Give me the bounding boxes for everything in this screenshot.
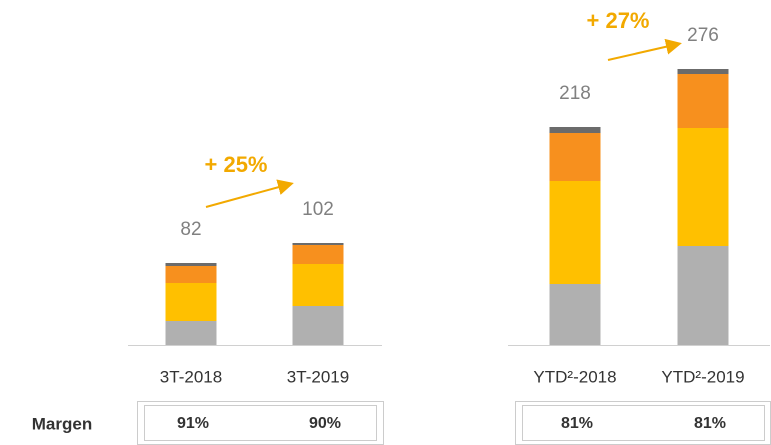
margin-label: Margen (32, 414, 92, 433)
x-tick-label: YTD²-2019 (661, 367, 744, 386)
annotation: + 25% (205, 152, 268, 177)
x-tick-label: 3T-2019 (287, 367, 349, 386)
bar-segment (677, 74, 729, 128)
annotation: + 27% (587, 8, 650, 33)
x-tick-label: 3T-2018 (160, 367, 222, 386)
margin-box (522, 405, 765, 441)
total-label: 82 (180, 219, 201, 240)
margin-value: 90% (309, 415, 341, 432)
total-label: 102 (302, 199, 334, 220)
bar-segment (549, 133, 601, 181)
margin-value: 81% (561, 415, 593, 432)
bar-segment (549, 181, 601, 284)
bar-segment (677, 69, 729, 74)
margin-box (144, 405, 377, 441)
bar-segment (677, 128, 729, 246)
x-tick-label: YTD²-2018 (533, 367, 616, 386)
margin-box (515, 401, 771, 445)
total-label: 218 (559, 83, 591, 104)
bar-segment (292, 264, 344, 306)
growth-arrow (607, 38, 682, 61)
bar-segment (165, 263, 217, 266)
bar-segment (292, 306, 344, 345)
bar-segment (165, 266, 217, 283)
bar-segment (292, 245, 344, 264)
bar-segment (549, 127, 601, 133)
bar-segment (549, 284, 601, 345)
growth-arrow (205, 179, 294, 208)
total-label: 276 (687, 25, 719, 46)
margin-box (137, 401, 384, 445)
margin-value: 91% (177, 415, 209, 432)
bar-segment (292, 243, 344, 245)
bar-segment (677, 246, 729, 345)
bar-segment (165, 283, 217, 321)
margin-value: 81% (694, 415, 726, 432)
bar-segment (165, 321, 217, 345)
